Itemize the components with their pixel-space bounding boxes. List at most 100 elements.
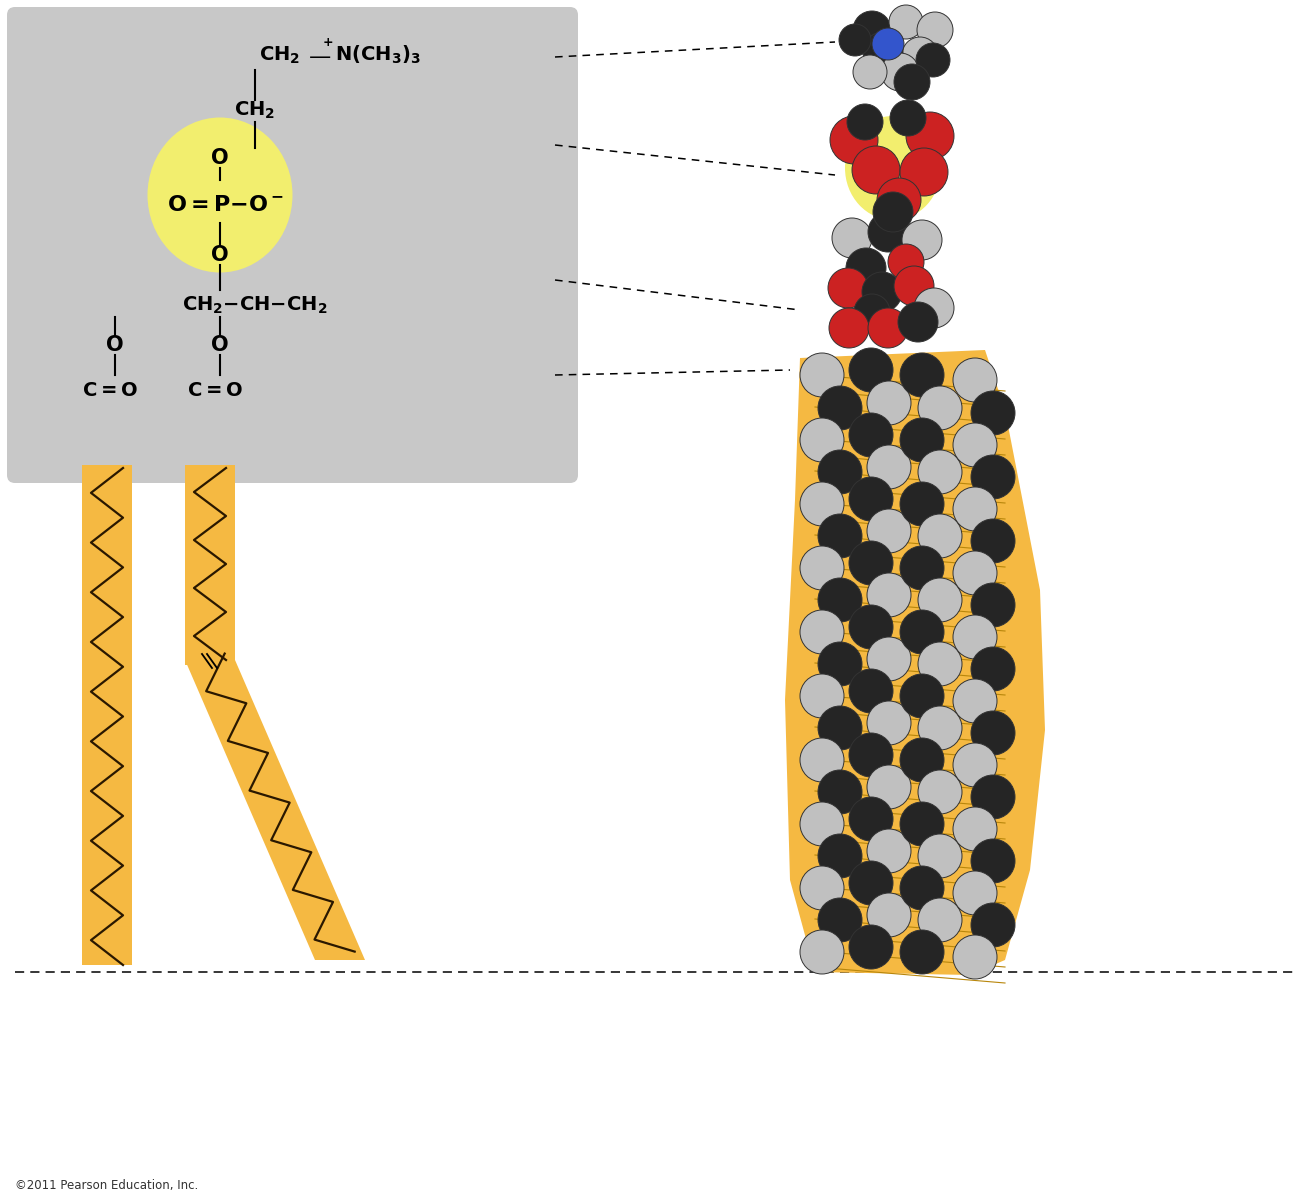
- Circle shape: [817, 578, 862, 622]
- Text: O: O: [211, 245, 228, 265]
- Circle shape: [817, 386, 862, 430]
- Circle shape: [867, 445, 911, 490]
- Bar: [185, 464, 235, 665]
- Circle shape: [849, 670, 893, 713]
- Circle shape: [817, 642, 862, 686]
- Circle shape: [971, 647, 1015, 691]
- Circle shape: [880, 53, 918, 91]
- Circle shape: [853, 55, 887, 89]
- Circle shape: [900, 546, 945, 590]
- Circle shape: [851, 146, 900, 194]
- Text: O: O: [211, 335, 228, 355]
- Circle shape: [817, 450, 862, 494]
- Polygon shape: [785, 350, 1044, 974]
- Text: $\mathbf{—}$: $\mathbf{—}$: [308, 44, 331, 65]
- Circle shape: [971, 902, 1015, 947]
- Circle shape: [817, 834, 862, 878]
- Circle shape: [888, 244, 924, 280]
- FancyBboxPatch shape: [7, 7, 579, 482]
- Circle shape: [867, 509, 911, 553]
- Circle shape: [829, 308, 869, 348]
- Circle shape: [953, 551, 997, 595]
- Circle shape: [872, 28, 904, 60]
- Circle shape: [849, 541, 893, 584]
- Circle shape: [867, 829, 911, 874]
- Circle shape: [971, 518, 1015, 563]
- Text: $\mathbf{CH_2 {-} CH {-} CH_2}$: $\mathbf{CH_2 {-} CH {-} CH_2}$: [182, 294, 328, 316]
- Circle shape: [953, 422, 997, 467]
- Circle shape: [900, 148, 949, 196]
- Circle shape: [817, 706, 862, 750]
- Text: +: +: [323, 36, 333, 49]
- Circle shape: [971, 775, 1015, 818]
- Circle shape: [838, 24, 871, 56]
- Circle shape: [869, 212, 908, 252]
- Circle shape: [849, 925, 893, 970]
- Circle shape: [849, 348, 893, 392]
- Circle shape: [848, 104, 883, 140]
- Circle shape: [800, 866, 844, 910]
- Circle shape: [900, 674, 945, 718]
- Circle shape: [800, 674, 844, 718]
- Circle shape: [800, 418, 844, 462]
- Circle shape: [867, 637, 911, 680]
- Circle shape: [900, 610, 945, 654]
- Circle shape: [893, 64, 930, 100]
- Circle shape: [846, 248, 886, 288]
- Circle shape: [900, 738, 945, 782]
- Ellipse shape: [147, 118, 293, 272]
- Circle shape: [867, 701, 911, 745]
- Circle shape: [890, 5, 924, 38]
- Circle shape: [953, 614, 997, 659]
- Circle shape: [918, 386, 962, 430]
- Circle shape: [849, 733, 893, 778]
- Circle shape: [918, 834, 962, 878]
- Circle shape: [800, 738, 844, 782]
- Circle shape: [849, 862, 893, 905]
- Circle shape: [900, 930, 945, 974]
- Circle shape: [971, 583, 1015, 626]
- Circle shape: [869, 308, 908, 348]
- Circle shape: [953, 358, 997, 402]
- Circle shape: [953, 743, 997, 787]
- Circle shape: [867, 893, 911, 937]
- Circle shape: [918, 514, 962, 558]
- Text: ©2011 Pearson Education, Inc.: ©2011 Pearson Education, Inc.: [14, 1178, 198, 1192]
- Circle shape: [897, 302, 938, 342]
- Ellipse shape: [845, 116, 941, 220]
- Circle shape: [800, 802, 844, 846]
- Circle shape: [953, 806, 997, 851]
- Circle shape: [971, 710, 1015, 755]
- Circle shape: [849, 605, 893, 649]
- Circle shape: [817, 770, 862, 814]
- Circle shape: [828, 268, 869, 308]
- Polygon shape: [185, 660, 365, 960]
- Circle shape: [900, 866, 945, 910]
- Circle shape: [800, 610, 844, 654]
- Circle shape: [918, 642, 962, 686]
- Text: $\mathbf{N(CH_3)_3}$: $\mathbf{N(CH_3)_3}$: [335, 44, 421, 66]
- Circle shape: [953, 487, 997, 530]
- Circle shape: [903, 220, 942, 260]
- Circle shape: [849, 413, 893, 457]
- Circle shape: [817, 514, 862, 558]
- Circle shape: [867, 382, 911, 425]
- Circle shape: [817, 898, 862, 942]
- Circle shape: [903, 37, 938, 73]
- Circle shape: [917, 12, 953, 48]
- Text: $\mathbf{O{=}P{-}O^-}$: $\mathbf{O{=}P{-}O^-}$: [167, 194, 283, 215]
- Circle shape: [900, 418, 945, 462]
- Circle shape: [953, 935, 997, 979]
- Circle shape: [890, 100, 926, 136]
- Circle shape: [867, 766, 911, 809]
- Circle shape: [971, 455, 1015, 499]
- Circle shape: [872, 192, 913, 232]
- Circle shape: [916, 43, 950, 77]
- Text: O: O: [211, 148, 228, 168]
- Circle shape: [918, 578, 962, 622]
- Circle shape: [953, 679, 997, 722]
- Circle shape: [918, 898, 962, 942]
- Circle shape: [900, 802, 945, 846]
- Circle shape: [862, 272, 903, 312]
- Circle shape: [849, 797, 893, 841]
